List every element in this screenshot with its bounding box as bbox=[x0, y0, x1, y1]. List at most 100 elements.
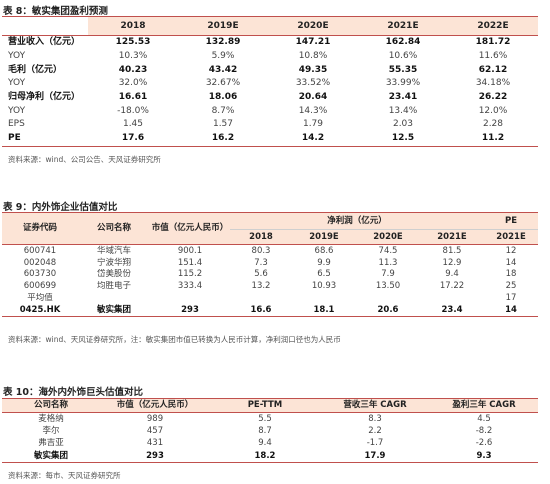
table-cell: 14.2 bbox=[268, 131, 358, 147]
table-cell: 181.72 bbox=[475, 37, 511, 48]
table10-row: 敏实集团 293 18.2 17.9 9.3 bbox=[2, 449, 538, 464]
table-cell: 16.2 bbox=[178, 131, 268, 147]
table-cell: 弗吉亚 bbox=[38, 438, 64, 449]
table-cell: 900.1 bbox=[177, 245, 203, 256]
table-cell: 125.53 bbox=[115, 37, 151, 48]
table-cell: 457 bbox=[146, 426, 164, 437]
table-cell: 17.6 bbox=[88, 131, 178, 147]
table-cell: 32.0% bbox=[118, 78, 148, 89]
table8-row: 营业收入（亿元） 125.53 132.89 147.21 162.84 181.72 bbox=[2, 36, 538, 50]
table-cell bbox=[78, 293, 150, 305]
table-cell: 20.6 bbox=[356, 304, 420, 318]
table-cell: -2.6 bbox=[475, 438, 493, 449]
table-cell: 1.57 bbox=[212, 119, 234, 130]
table-cell: 归母净利（亿元） bbox=[8, 92, 81, 103]
table-cell: 2.03 bbox=[392, 119, 414, 130]
table-cell: 132.89 bbox=[205, 37, 241, 48]
table-cell: 12.5 bbox=[358, 131, 448, 147]
table-cell: 12 bbox=[505, 245, 517, 256]
table9-header-pe: PE bbox=[484, 212, 539, 230]
table-cell: 均胜电子 bbox=[96, 281, 131, 292]
table8-row: YOY -18.0% 8.7% 14.3% 13.4% 12.0% bbox=[2, 104, 538, 118]
table8-row: EPS 1.45 1.57 1.79 2.03 2.28 bbox=[2, 118, 538, 132]
table8-header-cell: 2019E bbox=[178, 16, 268, 36]
table9-header-year: 2018 bbox=[230, 229, 292, 245]
table-cell: 333.4 bbox=[177, 281, 203, 292]
table-cell: YOY bbox=[8, 105, 26, 116]
table10-header-cell: 盈利三年 CAGR bbox=[430, 398, 538, 413]
table-cell: 151.4 bbox=[177, 257, 203, 268]
table-cell: 2.2 bbox=[368, 426, 382, 437]
table10-source: 资料来源：每市、天风证券研究所 bbox=[8, 471, 121, 480]
table-cell: 9.4 bbox=[258, 438, 272, 449]
table-cell: 34.18% bbox=[475, 78, 511, 89]
table8: 2018 2019E 2020E 2021E 2022E 营业收入（亿元） 125… bbox=[2, 16, 538, 147]
table9-header-row-years: 2018 2019E 2020E 2021E 2021E bbox=[2, 229, 539, 245]
table8-row: YOY 32.0% 32.67% 33.52% 33.99% 34.18% bbox=[2, 77, 538, 91]
table-cell: 6.5 bbox=[317, 269, 331, 280]
table-cell: 平均值 bbox=[27, 293, 53, 304]
table-cell: 12.9 bbox=[442, 257, 462, 268]
table-cell: 10.93 bbox=[311, 281, 337, 292]
table-cell: 43.42 bbox=[208, 64, 238, 75]
table-cell: 2.28 bbox=[482, 119, 504, 130]
table8-header-cell: 2021E bbox=[358, 16, 448, 36]
table-cell: 9.4 bbox=[445, 269, 459, 280]
table9-header-year: 2021E bbox=[484, 229, 539, 245]
table-cell: 营业收入（亿元） bbox=[8, 37, 81, 48]
table-cell: 毛利（亿元） bbox=[8, 64, 63, 75]
table-cell bbox=[420, 293, 484, 305]
table10-header-cell: PE-TTM bbox=[210, 398, 320, 413]
table-cell: 17.9 bbox=[320, 449, 430, 464]
table-cell: 68.6 bbox=[314, 245, 334, 256]
table9-header-year: 2019E bbox=[292, 229, 356, 245]
table8-source: 资料来源：wind、公司公告、天风证券研究所 bbox=[8, 155, 161, 164]
table-cell: 23.4 bbox=[420, 304, 485, 318]
table-cell: 李尔 bbox=[42, 426, 60, 437]
table10-header-row: 公司名称 市值（亿元人民币） PE-TTM 营收三年 CAGR 盈利三年 CAG… bbox=[2, 398, 538, 413]
table9-header-row-top: 证券代码 公司名称 市值（亿元人民币） 净利润（亿元） PE bbox=[2, 212, 539, 245]
table-cell: 33.52% bbox=[295, 78, 331, 89]
table8-row: 毛利（亿元） 40.23 43.42 49.35 55.35 62.12 bbox=[2, 63, 538, 77]
table9-row: 600741 华域汽车 900.1 80.3 68.6 74.5 81.5 12 bbox=[2, 245, 538, 257]
table-cell: 33.99% bbox=[385, 78, 421, 89]
table9-header-name: 公司名称 bbox=[78, 212, 150, 245]
table-cell: YOY bbox=[8, 78, 26, 89]
table9-header-code: 证券代码 bbox=[2, 212, 78, 245]
table-cell: 5.9% bbox=[211, 51, 235, 62]
table-cell bbox=[292, 293, 356, 305]
table-cell: 10.3% bbox=[118, 51, 148, 62]
table-cell: 14.3% bbox=[298, 105, 328, 116]
table9: 证券代码 公司名称 市值（亿元人民币） 净利润（亿元） PE 2018 2019… bbox=[2, 212, 539, 318]
table-cell: 62.12 bbox=[478, 64, 508, 75]
table8-header-cell: 2018 bbox=[88, 16, 178, 36]
table8-row: PE 17.6 16.2 14.2 12.5 11.2 bbox=[2, 131, 538, 147]
table8-row: 归母净利（亿元） 16.61 18.06 20.64 23.41 26.22 bbox=[2, 91, 538, 105]
table-cell bbox=[356, 293, 420, 305]
table-cell: 5.5 bbox=[258, 413, 272, 424]
table-cell: 12.0% bbox=[478, 105, 508, 116]
table-cell: 0425.HK bbox=[2, 304, 78, 318]
table-cell: 14 bbox=[505, 257, 517, 268]
table-cell: 11.2 bbox=[448, 131, 538, 147]
table9-header-year: 2021E bbox=[420, 229, 485, 245]
table-cell: 147.21 bbox=[295, 37, 331, 48]
table-cell: 18 bbox=[505, 269, 517, 280]
table8-caption: 表 8：敏实集团盈利预测 bbox=[3, 6, 108, 17]
table-cell: 8.7% bbox=[211, 105, 235, 116]
table-cell bbox=[150, 293, 230, 305]
table-cell: 002048 bbox=[23, 257, 57, 268]
table9-caption: 表 9：内外饰企业估值对比 bbox=[3, 202, 118, 213]
table-cell: 74.5 bbox=[378, 245, 398, 256]
table-cell: -1.7 bbox=[366, 438, 384, 449]
table10: 公司名称 市值（亿元人民币） PE-TTM 营收三年 CAGR 盈利三年 CAG… bbox=[2, 398, 538, 464]
table9-header-profit: 净利润（亿元） bbox=[230, 212, 485, 230]
table-cell: 81.5 bbox=[442, 245, 462, 256]
table-cell: 10.6% bbox=[388, 51, 418, 62]
table-cell bbox=[230, 293, 292, 305]
table-cell: 989 bbox=[146, 413, 164, 424]
table-cell: 10.8% bbox=[298, 51, 328, 62]
table-cell: 40.23 bbox=[118, 64, 148, 75]
table-cell: 16.61 bbox=[118, 92, 148, 103]
table-cell: 600699 bbox=[23, 281, 57, 292]
